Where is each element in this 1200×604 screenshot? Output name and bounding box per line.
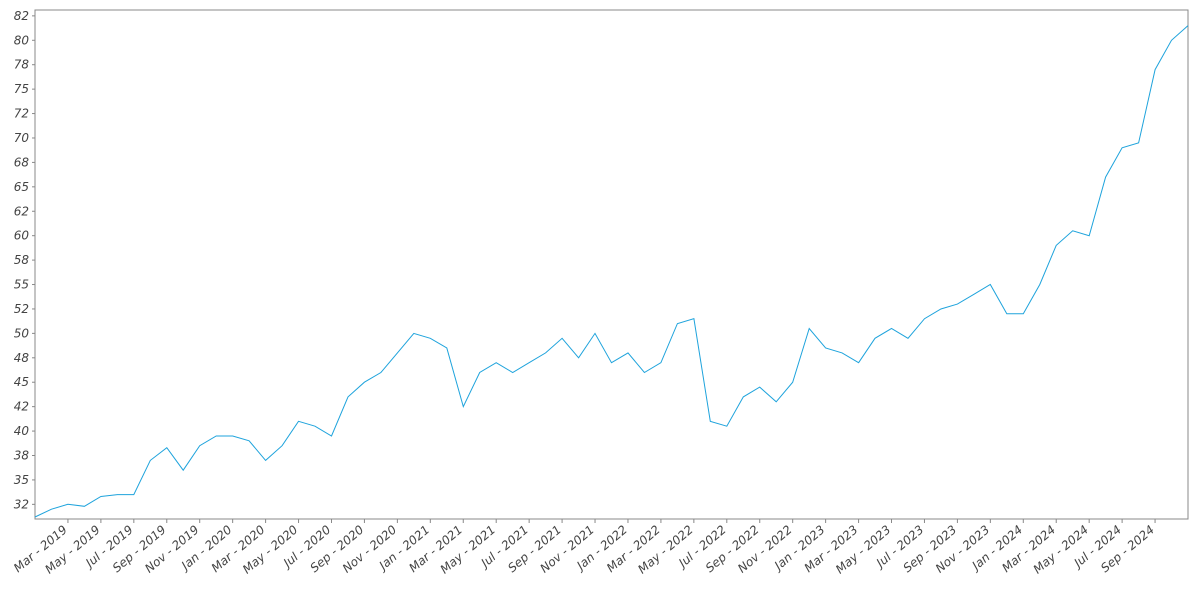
y-tick-label: 72 (14, 107, 29, 121)
y-tick-label: 60 (14, 229, 30, 243)
y-tick-label: 75 (14, 82, 29, 96)
y-tick-label: 80 (14, 33, 30, 47)
y-tick-label: 32 (14, 497, 29, 511)
y-tick-label: 50 (14, 326, 30, 340)
y-tick-label: 52 (14, 302, 29, 316)
y-tick-label: 65 (14, 180, 29, 194)
y-tick-label: 40 (14, 424, 30, 438)
series-line (34, 25, 1189, 518)
y-tick-label: 45 (14, 375, 29, 389)
y-tick-label: 35 (14, 473, 29, 487)
plot-frame (34, 9, 1189, 520)
y-tick-label: 68 (14, 155, 30, 169)
y-tick-label: 48 (14, 351, 30, 365)
y-tick-label: 62 (14, 204, 29, 218)
y-tick-label: 55 (14, 278, 29, 292)
y-tick-label: 42 (14, 400, 29, 414)
y-tick-label: 70 (14, 131, 30, 145)
y-tick-label: 78 (14, 58, 30, 72)
y-tick-label: 58 (14, 253, 30, 267)
y-tick-label: 38 (14, 448, 30, 462)
y-tick-label: 82 (14, 9, 29, 23)
